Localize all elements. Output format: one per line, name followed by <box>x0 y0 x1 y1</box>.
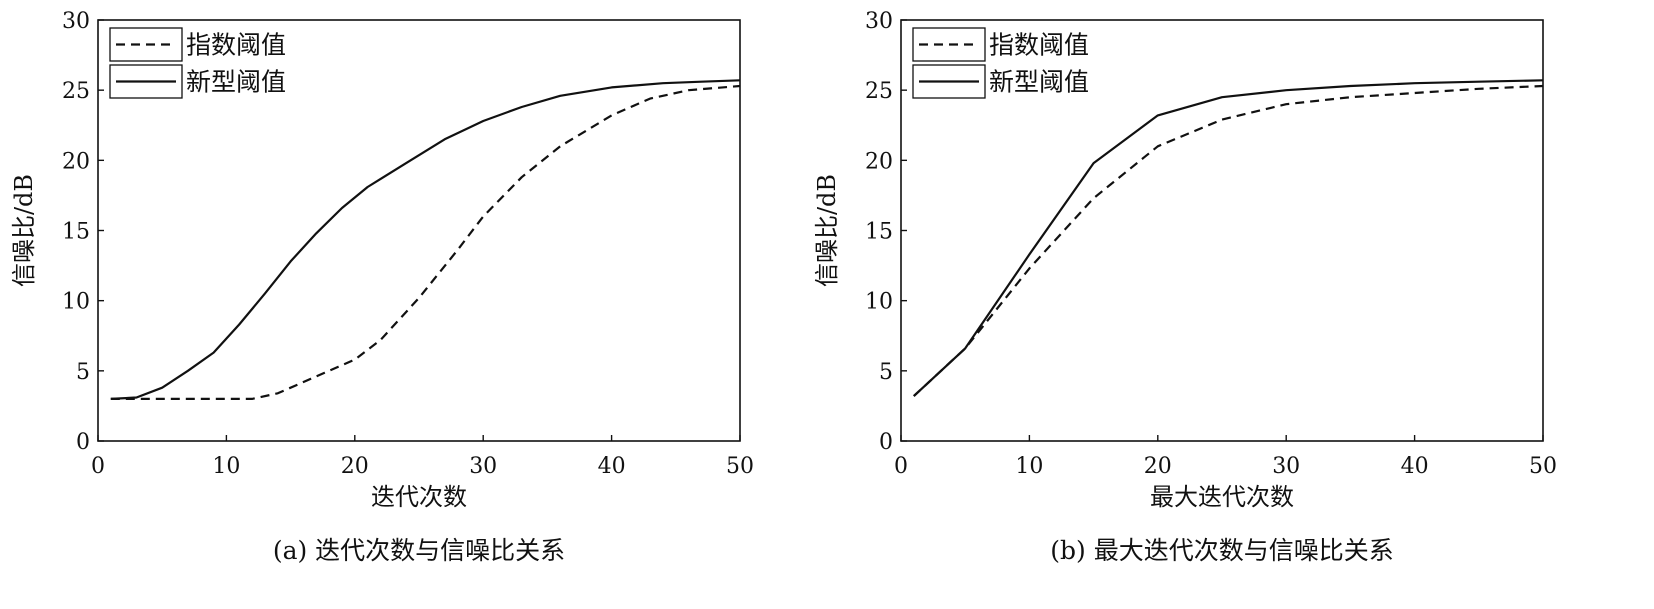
x-tick-label: 40 <box>598 454 626 479</box>
x-tick-label: 40 <box>1401 454 1429 479</box>
x-tick-label: 10 <box>1015 454 1043 479</box>
y-tick-label: 15 <box>865 220 893 245</box>
y-tick-label: 5 <box>879 360 893 385</box>
y-axis-label: 信噪比/dB <box>10 174 38 287</box>
legend-label: 指数阈值 <box>989 31 1089 60</box>
y-tick-label: 25 <box>62 79 90 104</box>
y-tick-label: 0 <box>76 430 90 455</box>
y-tick-label: 10 <box>62 290 90 315</box>
x-axis-label: 最大迭代次数 <box>1150 483 1294 511</box>
panel-caption: (a) 迭代次数与信噪比关系 <box>273 536 565 565</box>
y-tick-label: 10 <box>865 290 893 315</box>
series-line-new-threshold <box>913 79 1544 397</box>
y-tick-label: 5 <box>76 360 90 385</box>
x-tick-label: 50 <box>726 454 754 479</box>
panel-caption: (b) 最大迭代次数与信噪比关系 <box>1050 536 1393 565</box>
y-tick-label: 0 <box>879 430 893 455</box>
x-tick-label: 30 <box>1272 454 1300 479</box>
legend-label: 指数阈值 <box>186 31 286 60</box>
legend-label: 新型阈值 <box>989 68 1089 97</box>
x-tick-label: 30 <box>469 454 497 479</box>
x-tick-label: 0 <box>91 454 105 479</box>
series-line-exponential-threshold <box>913 84 1544 397</box>
y-tick-label: 25 <box>865 79 893 104</box>
x-tick-label: 10 <box>212 454 240 479</box>
chart-panel-2: 0 10 20 30 40 50 0 5 10 15 20 25 30 最大迭代次数 信噪比/dB (b) 最… <box>813 9 1557 565</box>
x-axis-label: 迭代次数 <box>371 483 467 511</box>
x-tick-label: 20 <box>1144 454 1172 479</box>
y-tick-label: 20 <box>865 149 893 174</box>
y-axis-label: 信噪比/dB <box>813 174 841 287</box>
x-tick-label: 0 <box>894 454 908 479</box>
x-tick-label: 50 <box>1529 454 1557 479</box>
x-tick-label: 20 <box>341 454 369 479</box>
y-tick-label: 20 <box>62 149 90 174</box>
y-tick-label: 30 <box>865 9 893 34</box>
y-tick-label: 30 <box>62 9 90 34</box>
y-tick-label: 15 <box>62 220 90 245</box>
series-line-exponential-threshold <box>110 84 741 400</box>
legend-label: 新型阈值 <box>186 68 286 97</box>
series-line-new-threshold <box>110 79 741 400</box>
